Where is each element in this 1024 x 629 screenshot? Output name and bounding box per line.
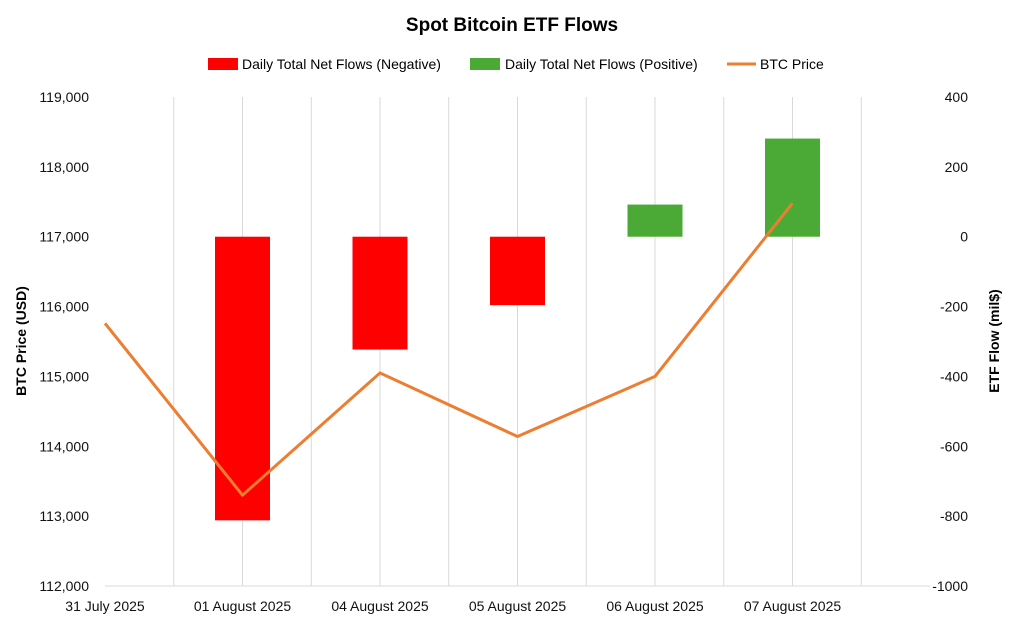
x-tick-label: 01 August 2025 <box>194 598 292 614</box>
legend-label-positive: Daily Total Net Flows (Positive) <box>505 56 698 72</box>
left-tick-label: 113,000 <box>39 508 89 524</box>
x-tick-label: 06 August 2025 <box>606 598 704 614</box>
left-axis-label: BTC Price (USD) <box>13 286 29 396</box>
left-axis-ticks: 112,000 113,000 114,000 115,000 116,000 117,0… <box>39 89 89 594</box>
x-tick-label: 04 August 2025 <box>331 598 429 614</box>
legend-swatch-positive <box>470 58 500 70</box>
negative-flow-bar <box>352 236 408 350</box>
legend: Daily Total Net Flows (Negative) Daily T… <box>208 56 824 72</box>
legend-swatch-negative <box>208 58 238 70</box>
x-tick-label: 31 July 2025 <box>65 598 145 614</box>
left-tick-label: 112,000 <box>39 578 89 594</box>
left-tick-label: 116,000 <box>39 299 89 315</box>
left-tick-label: 115,000 <box>39 368 89 384</box>
x-axis-ticks: 31 July 2025 01 August 2025 04 August 2025… <box>65 598 841 614</box>
legend-label-line: BTC Price <box>760 56 824 72</box>
legend-label-negative: Daily Total Net Flows (Negative) <box>242 56 441 72</box>
positive-flow-bar <box>765 138 820 237</box>
right-tick-label: -1000 <box>932 578 968 594</box>
right-tick-label: -200 <box>940 299 968 315</box>
right-tick-label: 0 <box>960 229 968 245</box>
btc-price-line <box>103 202 794 497</box>
x-tick-label: 05 August 2025 <box>469 598 567 614</box>
chart-title: Spot Bitcoin ETF Flows <box>406 15 618 36</box>
btc-price-series <box>103 202 794 497</box>
right-axis-label: ETF Flow (mil$) <box>986 289 1002 392</box>
right-tick-label: -800 <box>940 508 968 524</box>
left-tick-label: 118,000 <box>39 159 89 175</box>
right-tick-label: 200 <box>945 159 969 175</box>
right-tick-label: -400 <box>940 368 968 384</box>
positive-flow-bar <box>627 204 683 237</box>
x-tick-label: 07 August 2025 <box>744 598 842 614</box>
left-tick-label: 117,000 <box>39 229 89 245</box>
left-tick-label: 119,000 <box>39 89 89 105</box>
right-tick-label: -600 <box>940 438 968 454</box>
right-tick-label: 400 <box>945 89 969 105</box>
left-tick-label: 114,000 <box>39 438 89 454</box>
negative-flow-bar <box>490 236 545 306</box>
right-axis-ticks: -1000 -800 -600 -400 -200 0 200 400 <box>932 89 968 594</box>
